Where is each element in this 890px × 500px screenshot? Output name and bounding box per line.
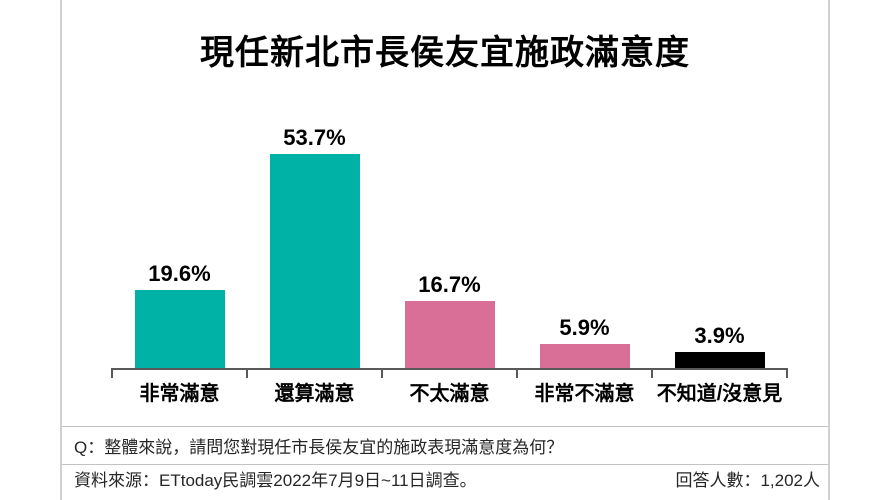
bar-value-label: 3.9% xyxy=(694,323,745,348)
bar-group-very-dissatisfied: 5.9% xyxy=(517,106,652,368)
axis-tick xyxy=(786,368,788,378)
bar-group-somewhat-satisfied: 53.7% xyxy=(247,106,382,368)
category-label-very-dissatisfied: 非常不滿意 xyxy=(534,383,635,405)
frame-line-left xyxy=(60,0,62,500)
survey-question-text: Q：整體來說，請問您對現任市長侯友宜的施政表現滿意度為何？ xyxy=(74,438,564,457)
footer-divider-top xyxy=(62,426,828,427)
bar-somewhat-satisfied xyxy=(269,154,360,368)
bar-not-too-satisfied xyxy=(404,301,495,368)
category-label-dont-know: 不知道/沒意見 xyxy=(656,383,783,405)
bar-value-label: 16.7% xyxy=(418,272,481,297)
category-label-very-satisfied: 非常滿意 xyxy=(139,383,220,405)
respondent-count-text: 回答人數：1,202人 xyxy=(675,471,820,490)
data-source-text: 資料來源：ETtoday民調雲2022年7月9日~11日調查。 xyxy=(74,471,477,490)
axis-tick xyxy=(516,368,518,378)
bar-very-dissatisfied xyxy=(539,344,630,368)
axis-tick xyxy=(651,368,653,378)
x-axis-line xyxy=(111,368,788,378)
category-label-somewhat-satisfied: 還算滿意 xyxy=(274,383,355,405)
bar-value-label: 53.7% xyxy=(283,125,346,150)
x-axis-category-labels: 非常滿意 還算滿意 不太滿意 非常不滿意 不知道/沒意見 xyxy=(112,381,787,407)
bar-group-very-satisfied: 19.6% xyxy=(112,106,247,368)
bar-value-label: 5.9% xyxy=(559,315,610,340)
axis-tick xyxy=(381,368,383,378)
axis-tick xyxy=(111,368,113,378)
frame-line-right xyxy=(828,0,830,500)
bar-dont-know xyxy=(674,352,765,368)
bar-group-dont-know: 3.9% xyxy=(652,106,787,368)
footer-divider-bottom xyxy=(62,464,828,465)
bar-very-satisfied xyxy=(134,290,225,368)
chart-title: 現任新北市長侯友宜施政滿意度 xyxy=(200,34,690,72)
bar-value-label: 19.6% xyxy=(148,261,211,286)
category-label-not-too-satisfied: 不太滿意 xyxy=(409,383,490,405)
bar-group-not-too-satisfied: 16.7% xyxy=(382,106,517,368)
bar-chart-plot-area: 19.6% 53.7% 16.7% 5.9% 3.9% xyxy=(112,106,787,368)
axis-tick xyxy=(246,368,248,378)
